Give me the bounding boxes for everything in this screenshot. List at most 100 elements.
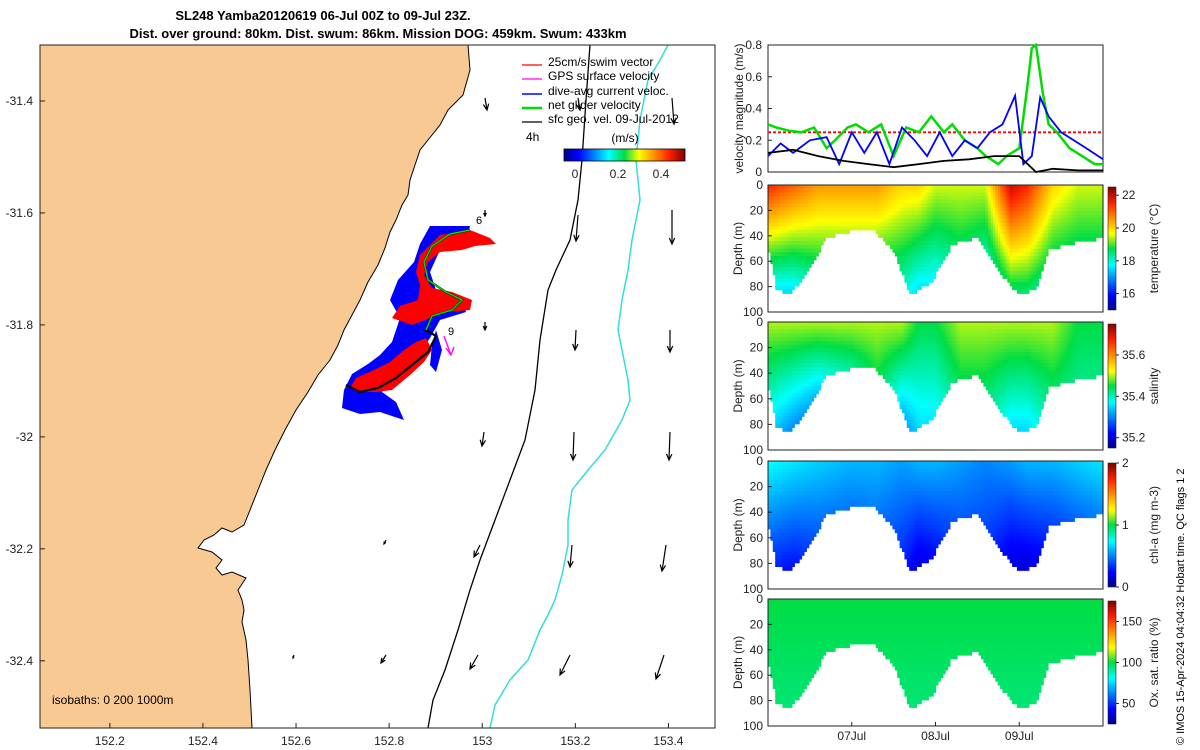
section-cell — [1036, 267, 1039, 272]
section-cell — [1028, 248, 1032, 253]
section-cell — [770, 248, 774, 253]
section-cell — [820, 233, 824, 238]
section-cell — [803, 214, 807, 220]
section-cell — [777, 322, 781, 327]
section-cell — [775, 367, 779, 372]
section-cell — [923, 267, 927, 272]
section-cell — [1040, 252, 1044, 257]
section-cell — [1019, 237, 1023, 242]
section-cell — [820, 222, 824, 227]
section-cell — [806, 192, 810, 197]
section-cell — [1048, 185, 1051, 190]
section-cell — [899, 259, 903, 264]
section-cell — [1014, 252, 1018, 257]
section-cell — [866, 203, 870, 208]
section-cell — [847, 188, 850, 193]
geostrophic-arrow — [479, 431, 487, 448]
section-cell — [1040, 188, 1044, 193]
section-cell — [978, 222, 982, 227]
section-cell — [959, 192, 963, 197]
section-cell — [1040, 222, 1044, 227]
section-cell — [772, 218, 776, 223]
section-cell — [782, 259, 786, 264]
section-cell — [1000, 218, 1004, 223]
section-cell — [1016, 278, 1020, 283]
section-cell — [935, 192, 939, 197]
section-cell — [1074, 203, 1078, 208]
section-cell — [942, 244, 946, 250]
legend-geo-label: sfc geo. vel. 09-Jul-2012 — [548, 112, 679, 126]
section-cell — [1007, 270, 1011, 276]
section-cell — [775, 322, 779, 327]
section-cell — [782, 397, 786, 402]
section-cell — [1019, 285, 1023, 291]
section-cell — [1031, 282, 1035, 287]
section-cell — [1088, 199, 1092, 205]
section-cell — [995, 185, 999, 190]
section-cell — [918, 285, 922, 291]
section-cell — [847, 203, 850, 208]
section-cell — [902, 256, 905, 261]
section-cell — [775, 363, 779, 368]
section-cell — [775, 393, 779, 398]
geostrophic-arrow — [572, 329, 579, 352]
section-cell — [995, 237, 999, 242]
section-cell — [772, 229, 776, 235]
section-cell — [1081, 188, 1085, 193]
section-cell — [777, 412, 781, 417]
section-cell — [791, 278, 795, 283]
section-cell — [1014, 211, 1018, 216]
section-cell — [916, 229, 920, 235]
section-cell — [780, 248, 783, 253]
section-cell — [770, 322, 774, 327]
section-cell — [830, 226, 834, 231]
section-cell — [849, 192, 853, 197]
section-cell — [988, 237, 992, 242]
section-cell — [1098, 188, 1102, 193]
section-cell — [942, 218, 946, 223]
section-cell — [957, 233, 960, 238]
section-cell — [835, 188, 838, 193]
section-cell — [770, 196, 774, 201]
section-cell — [997, 256, 1001, 261]
section-cell — [1033, 226, 1037, 231]
section-cell — [866, 188, 870, 193]
section-cell — [849, 222, 853, 227]
section-cell — [1002, 270, 1006, 276]
section-cell — [1019, 203, 1023, 208]
section-cell — [923, 263, 927, 268]
section-cell — [827, 188, 831, 193]
section-cell — [770, 374, 774, 380]
section-cell — [942, 222, 946, 227]
section-cell — [973, 211, 977, 216]
section-cell — [1076, 229, 1080, 235]
section-cell — [937, 244, 941, 250]
section-cell — [1069, 222, 1073, 227]
section-cell — [1038, 244, 1042, 250]
section-cell — [1012, 248, 1016, 253]
section-cell — [942, 241, 946, 246]
section-cell — [794, 267, 798, 272]
section-cell — [801, 367, 805, 372]
section-cell — [911, 196, 915, 201]
section-cell — [1079, 229, 1083, 235]
section-cell — [1028, 188, 1032, 193]
section-cell — [1040, 244, 1044, 250]
section-cell — [875, 207, 879, 212]
section-cell — [1050, 203, 1054, 208]
section-cell — [835, 214, 838, 220]
section-cell — [854, 214, 858, 220]
section-cell — [1100, 196, 1104, 201]
section-cell — [784, 237, 788, 242]
section-cell — [768, 363, 771, 368]
section-cell — [787, 252, 791, 257]
section-cell — [825, 203, 829, 208]
section-cell — [1040, 207, 1044, 212]
section-cell — [1038, 256, 1042, 261]
section-cell — [1004, 248, 1008, 253]
section-cell — [923, 226, 927, 231]
section-cell — [794, 412, 798, 417]
section-cell — [878, 222, 882, 227]
section-cell — [983, 244, 987, 250]
